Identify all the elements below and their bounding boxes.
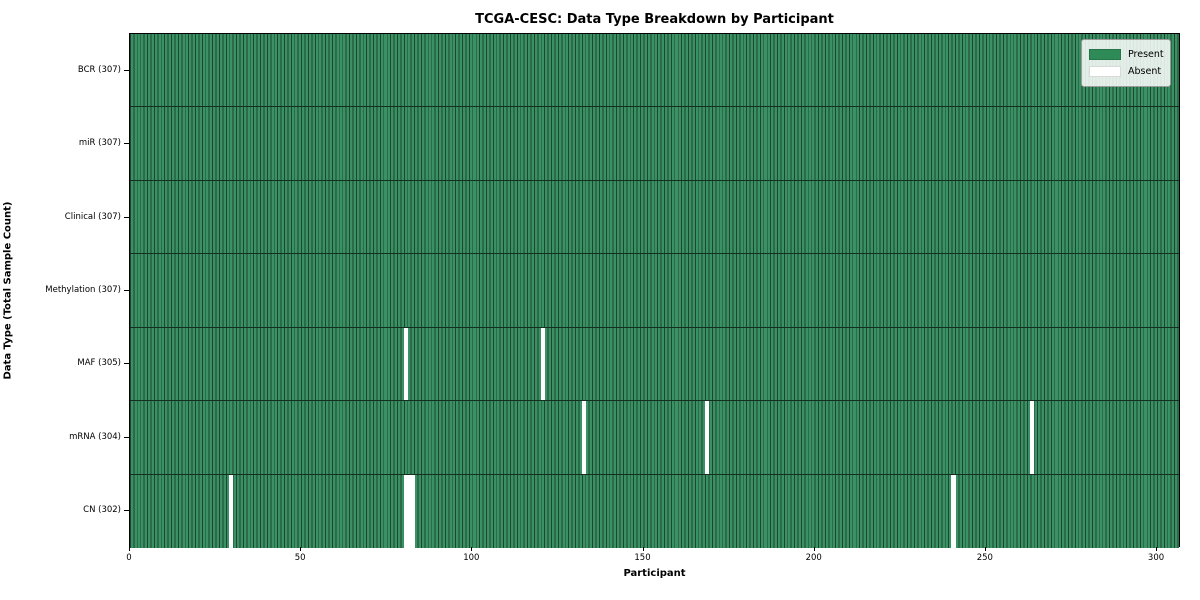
y-tick-label-cn: CN (302) bbox=[83, 505, 121, 516]
legend-item-present: Present bbox=[1089, 46, 1164, 63]
x-tick-mark bbox=[984, 547, 986, 551]
present-swatch-icon bbox=[1089, 49, 1121, 60]
absent-bar bbox=[581, 401, 586, 474]
x-axis-label: Participant bbox=[623, 568, 686, 579]
absent-bar bbox=[1030, 401, 1035, 474]
absent-bar bbox=[403, 474, 408, 548]
y-tick-label-mir: miR (307) bbox=[78, 138, 121, 149]
absent-bar bbox=[951, 474, 956, 548]
legend-label-present: Present bbox=[1128, 49, 1164, 60]
plot-area bbox=[129, 33, 1180, 548]
row-maf bbox=[130, 327, 1179, 402]
x-tick-mark bbox=[642, 547, 644, 551]
y-tick-label-methylation: Methylation (307) bbox=[45, 285, 121, 295]
x-tick-label: 100 bbox=[463, 553, 480, 563]
row-mir bbox=[130, 107, 1179, 181]
legend-label-absent: Absent bbox=[1128, 66, 1162, 77]
x-tick-label: 0 bbox=[126, 553, 132, 563]
x-tick-mark bbox=[471, 547, 473, 551]
row-methylation bbox=[130, 254, 1179, 328]
x-tick-mark bbox=[129, 547, 130, 551]
absent-bar bbox=[410, 474, 415, 548]
row-mrna bbox=[130, 401, 1179, 475]
y-tick-mark bbox=[124, 436, 129, 438]
absent-bar bbox=[229, 474, 234, 548]
y-tick-mark bbox=[124, 363, 129, 365]
row-clinical bbox=[130, 180, 1179, 255]
absent-bar bbox=[704, 401, 710, 474]
y-axis-label: Data Type (Total Sample Count) bbox=[2, 201, 14, 380]
y-tick-mark bbox=[124, 510, 129, 512]
y-tick-label-mrna: mRNA (304) bbox=[69, 431, 121, 442]
y-tick-label-clinical: Clinical (307) bbox=[64, 211, 121, 222]
y-tick-label-maf: MAF (305) bbox=[77, 358, 121, 369]
y-tick-mark bbox=[124, 143, 129, 145]
x-tick-label: 150 bbox=[634, 553, 651, 563]
row-bcr bbox=[130, 34, 1179, 108]
x-tick-mark bbox=[300, 547, 302, 551]
row-cn bbox=[130, 474, 1179, 548]
x-tick-label: 250 bbox=[976, 553, 993, 563]
y-tick-mark bbox=[124, 69, 129, 71]
y-tick-mark bbox=[124, 290, 129, 291]
chart-title: TCGA-CESC: Data Type Breakdown by Partic… bbox=[475, 12, 834, 27]
legend: Present Absent bbox=[1081, 39, 1171, 87]
absent-bar bbox=[407, 474, 412, 548]
absent-bar bbox=[403, 327, 408, 401]
absent-swatch-icon bbox=[1089, 66, 1121, 77]
legend-item-absent: Absent bbox=[1089, 63, 1162, 80]
x-tick-label: 50 bbox=[294, 553, 306, 563]
y-tick-label-bcr: BCR (307) bbox=[77, 64, 121, 75]
x-tick-mark bbox=[813, 547, 815, 551]
absent-bar bbox=[540, 327, 545, 401]
y-tick-mark bbox=[124, 216, 129, 218]
x-tick-label: 300 bbox=[1147, 553, 1165, 563]
x-tick-label: 200 bbox=[805, 553, 822, 563]
x-tick-mark bbox=[1156, 547, 1158, 551]
